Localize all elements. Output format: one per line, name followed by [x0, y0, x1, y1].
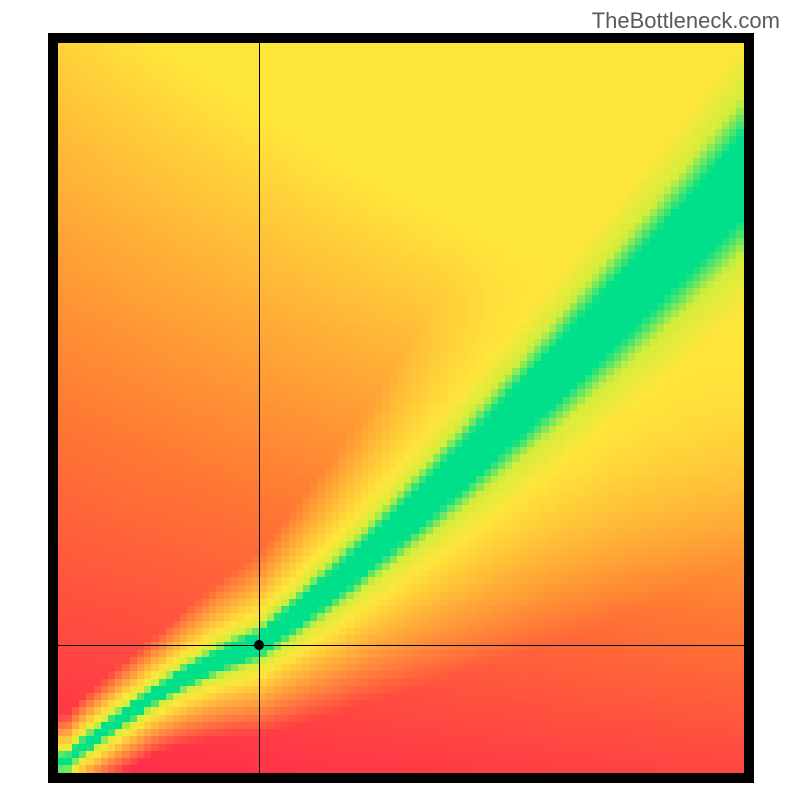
- heatmap-canvas: [58, 43, 744, 773]
- crosshair-vertical: [259, 43, 260, 773]
- marker-point: [254, 640, 264, 650]
- watermark-text: TheBottleneck.com: [592, 8, 780, 34]
- plot-border: [48, 33, 754, 783]
- heatmap-region: [58, 43, 744, 773]
- crosshair-horizontal: [58, 645, 744, 646]
